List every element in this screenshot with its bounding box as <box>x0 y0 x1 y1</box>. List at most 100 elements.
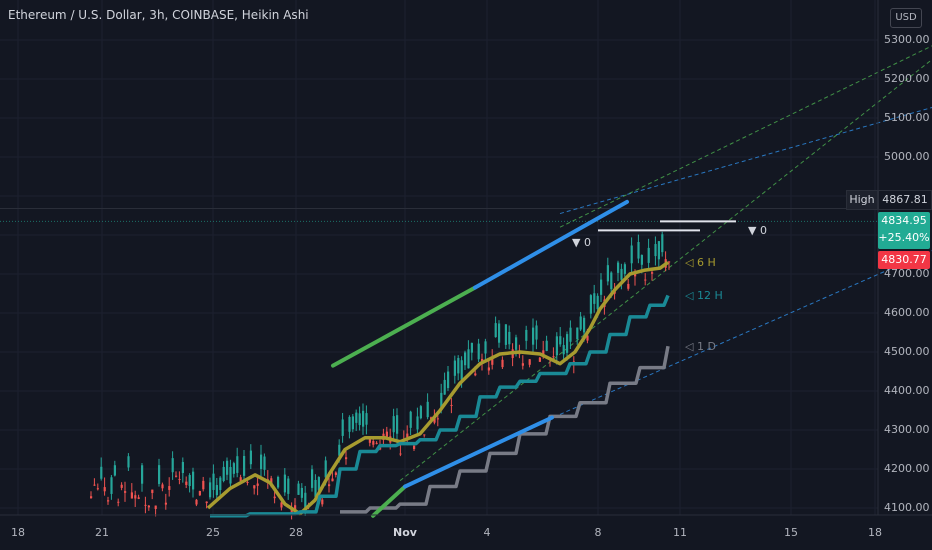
candle-body <box>532 327 535 345</box>
time-tick: 4 <box>483 526 491 539</box>
price-tick: 5300.00 <box>884 33 930 46</box>
candle-body <box>175 475 178 477</box>
candle-body <box>538 357 541 362</box>
candle-body <box>450 404 453 406</box>
time-tick: 25 <box>206 526 220 539</box>
candles <box>90 231 671 520</box>
candle-body <box>457 357 460 374</box>
candle-body <box>467 349 470 369</box>
price-tick: 5000.00 <box>884 150 930 163</box>
time-tick: 21 <box>95 526 109 539</box>
candle-body <box>212 473 215 490</box>
chart-title: Ethereum / U.S. Dollar, 3h, COINBASE, He… <box>8 8 309 22</box>
candle-body <box>249 450 252 465</box>
candle-body <box>460 360 463 380</box>
candle-body <box>192 471 195 490</box>
time-tick: 11 <box>673 526 687 539</box>
trendlines <box>331 199 629 518</box>
candle-body <box>229 467 232 484</box>
candle-body <box>127 456 130 468</box>
candle-body <box>365 413 368 425</box>
candle-body <box>647 247 650 263</box>
price-tick: 4200.00 <box>884 462 930 475</box>
candle-body <box>423 434 426 436</box>
candle-body <box>576 327 579 340</box>
candle-body <box>287 478 290 494</box>
candle-body <box>107 500 110 502</box>
candle-body <box>341 419 344 436</box>
high-label: High <box>846 190 878 210</box>
candle-body <box>290 507 293 516</box>
price-tick: 4300.00 <box>884 423 930 436</box>
candle-body <box>559 336 562 345</box>
candle-body <box>154 505 157 510</box>
candle-body <box>491 358 494 365</box>
candle-body <box>345 457 348 460</box>
candle-body <box>144 504 147 506</box>
dashed-line <box>559 250 932 415</box>
candle-body <box>368 439 371 443</box>
candle-body <box>566 334 569 353</box>
candle-body <box>409 411 412 428</box>
candle-body <box>195 499 198 505</box>
candle-body <box>440 392 443 408</box>
candle-body <box>209 482 212 498</box>
candle-body <box>586 335 589 341</box>
candle-body <box>110 477 113 494</box>
candle-body <box>348 416 351 432</box>
candle-body <box>331 478 334 482</box>
candle-body <box>447 371 450 389</box>
candle-body <box>355 412 358 423</box>
candle-body <box>498 323 501 343</box>
candle-body <box>147 505 150 508</box>
time-tick: 18 <box>11 526 25 539</box>
ma-6h-label: ◁ 6 H <box>685 256 716 269</box>
candle-body <box>188 474 191 487</box>
candle-body <box>93 484 96 486</box>
candle-body <box>283 474 286 493</box>
ma-12h-label: ◁ 12 H <box>685 289 723 302</box>
candle-body <box>232 463 235 474</box>
candle-body <box>334 472 337 475</box>
candle-body <box>117 501 120 503</box>
ma-12h-line <box>210 294 670 518</box>
trendline-green <box>331 285 477 368</box>
candle-body <box>304 492 307 509</box>
candle-body <box>637 242 640 259</box>
candle-body <box>137 497 140 499</box>
candle-body <box>90 496 93 499</box>
price-tick: 5100.00 <box>884 111 930 124</box>
candle-body <box>654 244 657 257</box>
candle-body <box>644 279 647 281</box>
candle-body <box>610 272 613 290</box>
candle-body <box>623 264 626 274</box>
candle-body <box>630 245 633 264</box>
candle-body <box>273 496 276 499</box>
candle-body <box>406 433 409 438</box>
candle-body <box>545 340 548 352</box>
candle-body <box>596 295 599 310</box>
candle-body <box>171 458 174 473</box>
price-tick: 4100.00 <box>884 501 930 514</box>
candle-body <box>535 325 538 340</box>
candle-body <box>426 401 429 418</box>
candle-body <box>263 456 266 470</box>
price-tick: 4400.00 <box>884 384 930 397</box>
candle-body <box>515 337 518 350</box>
candle-body <box>521 363 524 366</box>
candle-body <box>198 491 201 496</box>
candle-body <box>277 476 280 488</box>
candle-body <box>542 350 545 357</box>
candle-body <box>453 360 456 376</box>
price-tick: 4700.00 <box>884 267 930 280</box>
candle-body <box>661 234 664 253</box>
candle-body <box>593 293 596 304</box>
candle-body <box>508 331 511 345</box>
candle-body <box>256 483 259 486</box>
candle-body <box>657 241 660 260</box>
candle-body <box>579 316 582 330</box>
candle-body <box>443 379 446 395</box>
currency-button[interactable]: USD <box>890 8 922 28</box>
price-tick: 4600.00 <box>884 306 930 319</box>
